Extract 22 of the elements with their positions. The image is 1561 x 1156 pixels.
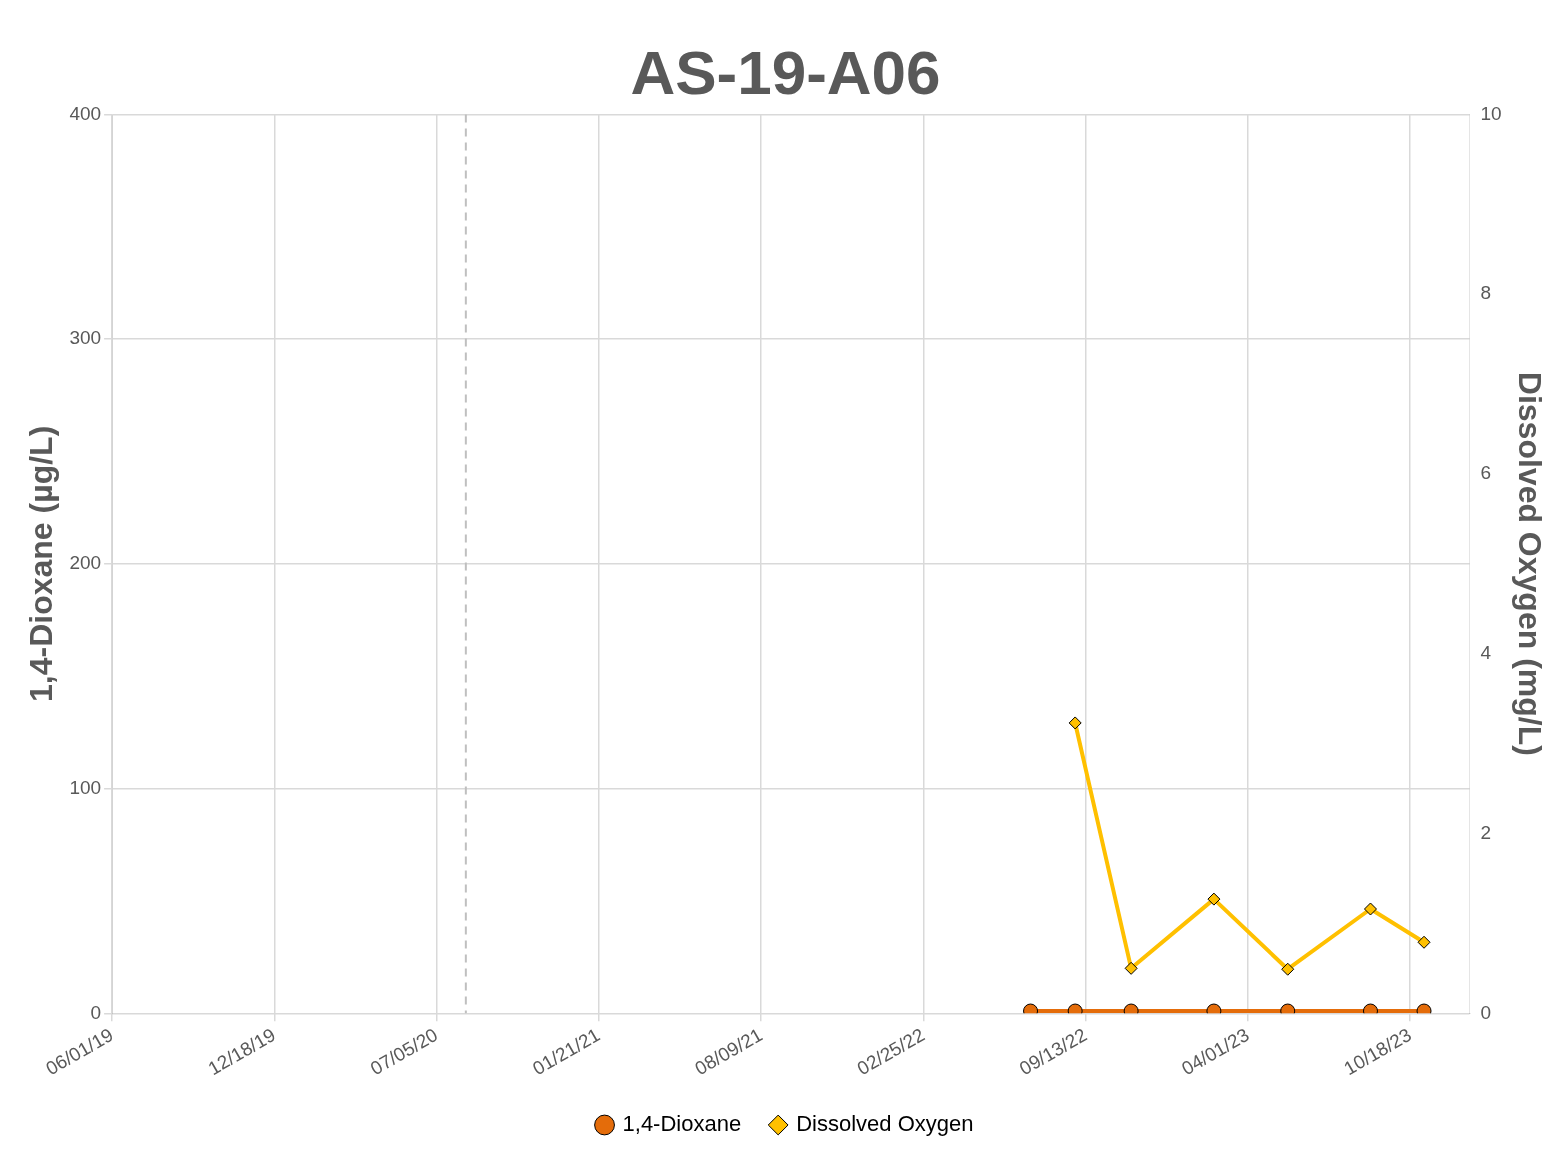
y-tick-label: 300 xyxy=(69,327,102,349)
y-axis-title: 1,4-Dioxane (µg/L) xyxy=(23,425,60,702)
y2-tick-label: 10 xyxy=(1480,102,1502,124)
point xyxy=(1207,892,1221,906)
legend-label: Dissolved Oxygen xyxy=(796,1111,974,1137)
point xyxy=(1281,962,1295,976)
y2-tick-label: 4 xyxy=(1480,641,1492,663)
y2-tick-label: 8 xyxy=(1480,282,1492,304)
point xyxy=(1124,961,1138,975)
y2-axis-title: Dissolved Oxygen (mg/L) xyxy=(1511,371,1548,756)
chart-title: AS-19-A06 xyxy=(630,38,941,108)
y-tick-label: 0 xyxy=(90,1001,102,1023)
point xyxy=(1417,935,1431,949)
legend-label: 1,4-Dioxane xyxy=(622,1111,742,1137)
y-tick-label: 100 xyxy=(69,776,102,798)
y2-tick-label: 0 xyxy=(1480,1001,1492,1023)
point xyxy=(1068,716,1082,730)
y-tick-label: 400 xyxy=(69,102,102,124)
y2-tick-label: 2 xyxy=(1480,821,1492,843)
y2-tick-label: 6 xyxy=(1480,462,1492,484)
point xyxy=(1363,902,1377,916)
y-tick-label: 200 xyxy=(69,552,102,574)
